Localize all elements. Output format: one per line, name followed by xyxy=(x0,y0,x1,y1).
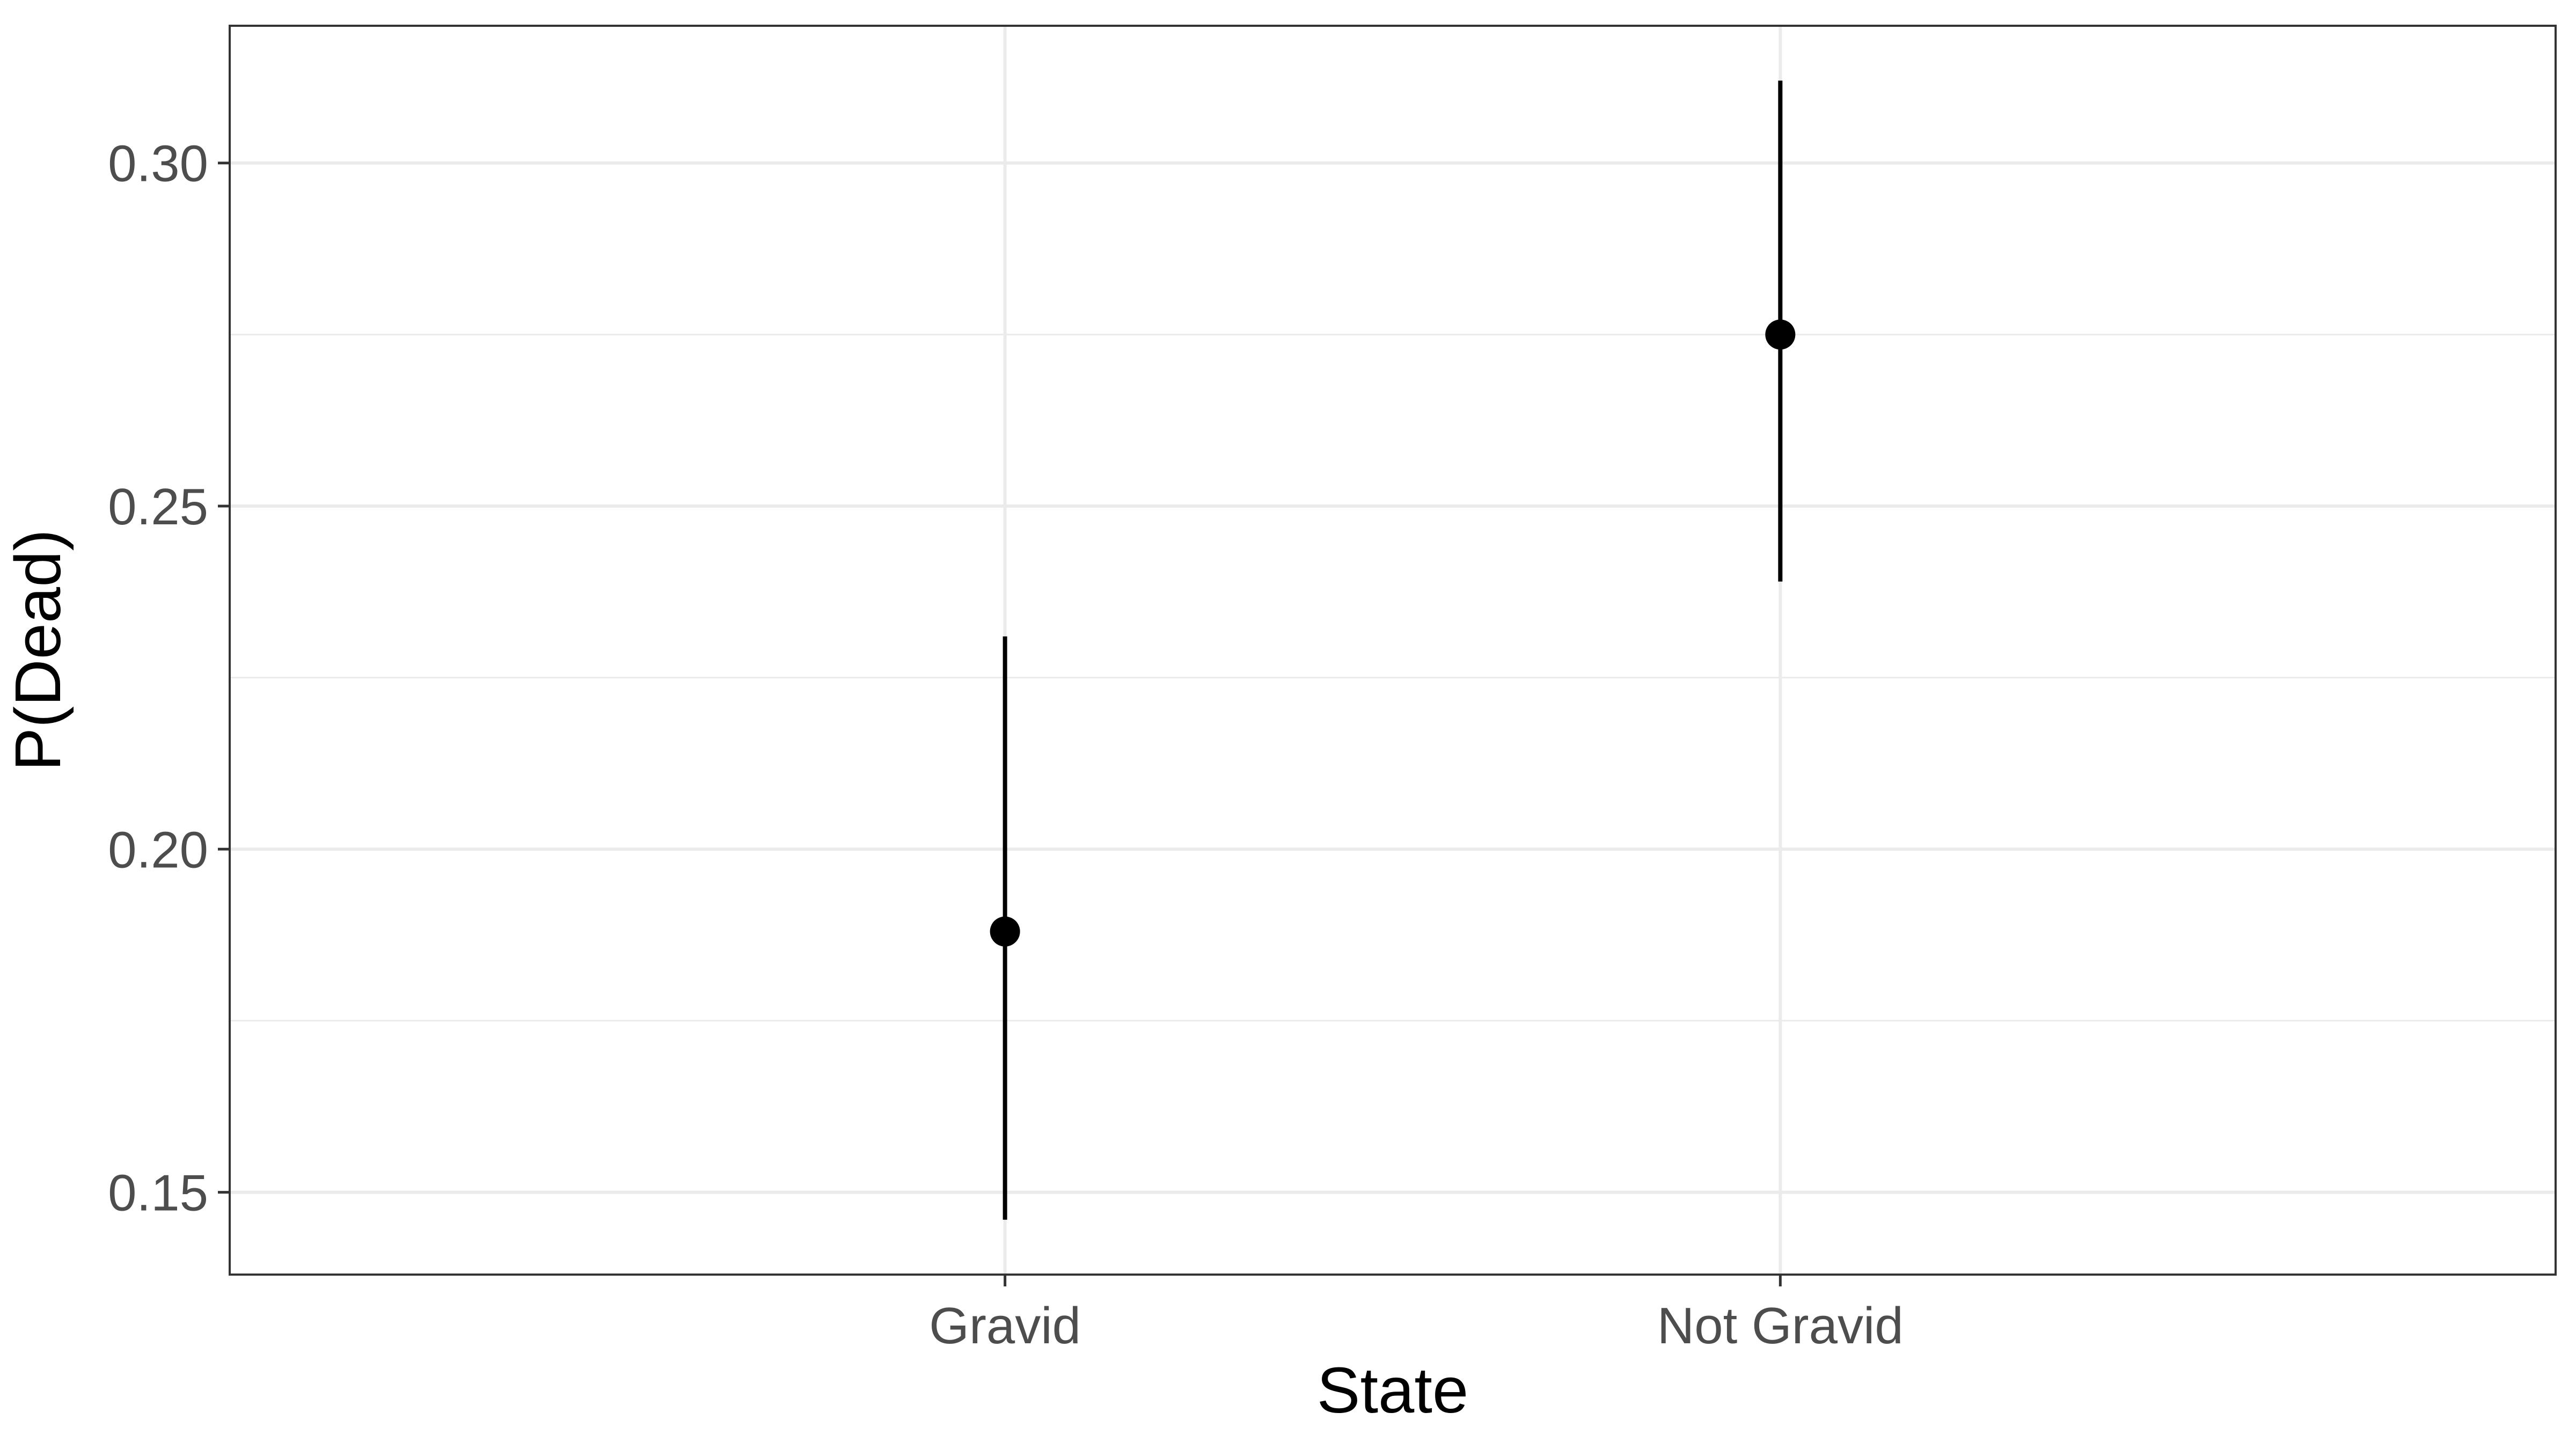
y-tick-label: 0.20 xyxy=(108,821,208,879)
data-point xyxy=(990,916,1020,947)
axis-ticks xyxy=(218,162,1782,1286)
y-axis-title: P(Dead) xyxy=(1,529,74,771)
data-marks xyxy=(990,80,1796,1220)
y-tick-label: 0.30 xyxy=(108,135,208,193)
plot-panel-border xyxy=(229,25,2557,1276)
minor-gridlines xyxy=(230,333,2556,1022)
x-tick-label: Gravid xyxy=(929,1297,1081,1355)
plot-panel xyxy=(230,26,2556,1275)
y-tick-label: 0.25 xyxy=(108,478,208,536)
y-tick-label: 0.15 xyxy=(108,1165,208,1222)
x-axis-tick-labels: Gravid Not Gravid xyxy=(929,1297,1903,1355)
y-axis-tick-labels: 0.15 0.20 0.25 0.30 xyxy=(108,135,208,1222)
x-tick-label: Not Gravid xyxy=(1657,1297,1904,1355)
x-axis-title: State xyxy=(1317,1353,1469,1426)
data-point xyxy=(1765,319,1796,350)
